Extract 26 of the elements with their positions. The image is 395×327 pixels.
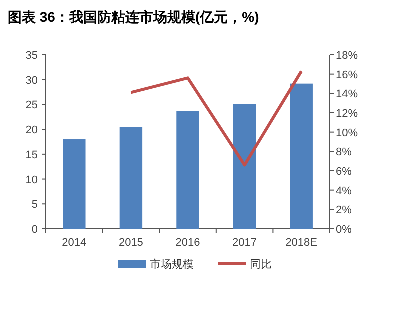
- y2-tick-label: 2%: [336, 204, 352, 217]
- x-tick-label: 2017: [232, 237, 258, 249]
- legend-label: 同比: [250, 258, 272, 271]
- y2-tick-label: 8%: [336, 146, 352, 159]
- y-tick-label: 5: [32, 199, 38, 212]
- y-tick-label: 35: [26, 50, 38, 62]
- y2-tick-label: 18%: [336, 50, 358, 62]
- y2-tick-label: 12%: [336, 108, 358, 120]
- y-tick-label: 10: [26, 174, 38, 186]
- x-tick-label: 2015: [118, 237, 144, 249]
- y-tick-label: 20: [26, 124, 38, 137]
- x-tick-label: 2016: [176, 237, 200, 249]
- y2-tick-label: 16%: [336, 69, 358, 82]
- y-tick-label: 30: [26, 74, 38, 87]
- y2-tick-label: 6%: [336, 166, 352, 178]
- x-tick-label: 2018E: [286, 237, 318, 249]
- y-tick-label: 0: [32, 224, 38, 236]
- y2-tick-label: 0%: [336, 224, 352, 236]
- y2-tick-label: 4%: [336, 185, 352, 198]
- title: 图表 36：我国防粘连市场规模(亿元，%): [8, 9, 260, 25]
- legend-label: 市场规模: [150, 258, 194, 271]
- y2-tick-label: 10%: [336, 127, 358, 140]
- y-tick-label: 15: [26, 149, 38, 162]
- x-tick-label: 2014: [62, 237, 87, 249]
- y-tick-label: 25: [26, 100, 38, 112]
- y2-tick-label: 14%: [336, 88, 358, 101]
